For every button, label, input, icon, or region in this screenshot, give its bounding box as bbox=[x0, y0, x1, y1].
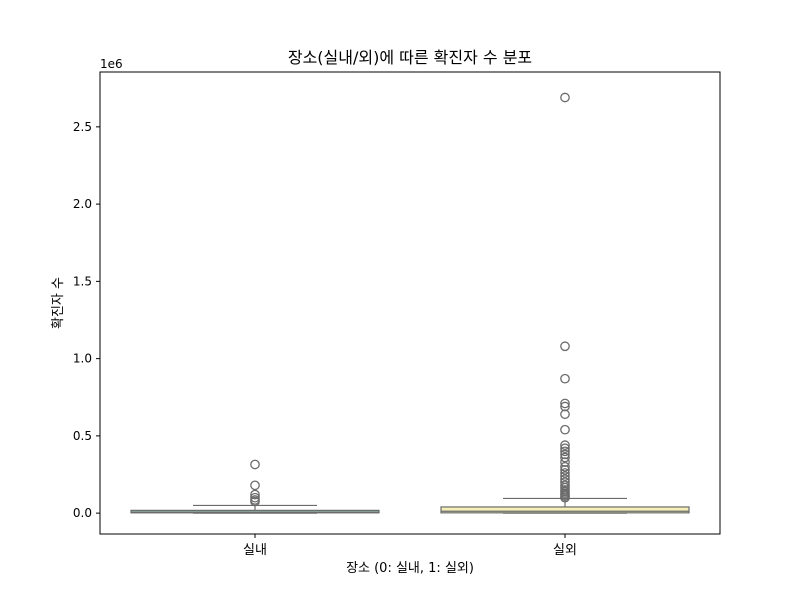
outlier-point bbox=[560, 440, 570, 451]
outlier-point bbox=[560, 401, 570, 412]
outlier-point bbox=[560, 461, 570, 472]
outlier-point bbox=[250, 459, 260, 470]
outlier-point bbox=[560, 449, 570, 460]
y-tick-label: 2.5 bbox=[73, 120, 92, 134]
y-tick-label: 2.0 bbox=[73, 197, 92, 211]
x-axis-label: 장소 (0: 실내, 1: 실외) bbox=[346, 561, 474, 576]
y-tick-label: 1.5 bbox=[73, 274, 92, 288]
axes-frame bbox=[99, 71, 721, 535]
outlier-point bbox=[560, 480, 570, 491]
plot-area bbox=[130, 92, 690, 514]
box-group bbox=[440, 92, 690, 514]
outlier-point bbox=[560, 468, 570, 478]
outlier-point bbox=[560, 92, 570, 103]
y-tick-label: 1.0 bbox=[73, 352, 92, 366]
outlier-point bbox=[560, 471, 570, 481]
outlier-point bbox=[250, 480, 260, 491]
x-tick-label: 실외 bbox=[553, 543, 577, 558]
outlier-point bbox=[250, 489, 260, 500]
x-axis: 실내 실외 bbox=[243, 534, 577, 558]
outlier-point bbox=[560, 446, 570, 457]
y-tick-label: 0.5 bbox=[73, 429, 92, 443]
iqr-box bbox=[440, 506, 690, 514]
y-axis: 0.0 0.5 1.0 1.5 2.0 2.5 bbox=[73, 120, 100, 520]
outlier-point bbox=[560, 452, 570, 463]
box-group bbox=[130, 459, 380, 514]
chart-title: 장소(실내/외)에 따른 확진자 수 분포 bbox=[288, 48, 532, 67]
outlier-point bbox=[560, 443, 570, 454]
iqr-box bbox=[130, 509, 380, 514]
outlier-point bbox=[560, 373, 570, 384]
y-axis-label: 확진자 수 bbox=[51, 277, 66, 329]
outlier-point bbox=[560, 465, 570, 475]
outlier-point bbox=[560, 398, 570, 409]
outlier-point bbox=[560, 474, 570, 484]
outlier-point bbox=[560, 477, 570, 488]
outlier-point bbox=[560, 409, 570, 420]
y-axis-scale-label: 1e6 bbox=[100, 57, 123, 71]
outlier-point bbox=[560, 424, 570, 435]
x-tick-label: 실내 bbox=[243, 543, 267, 558]
y-tick-label: 0.0 bbox=[73, 506, 92, 520]
outlier-point bbox=[560, 457, 570, 468]
outlier-point bbox=[560, 341, 570, 352]
outlier-point bbox=[250, 492, 260, 503]
